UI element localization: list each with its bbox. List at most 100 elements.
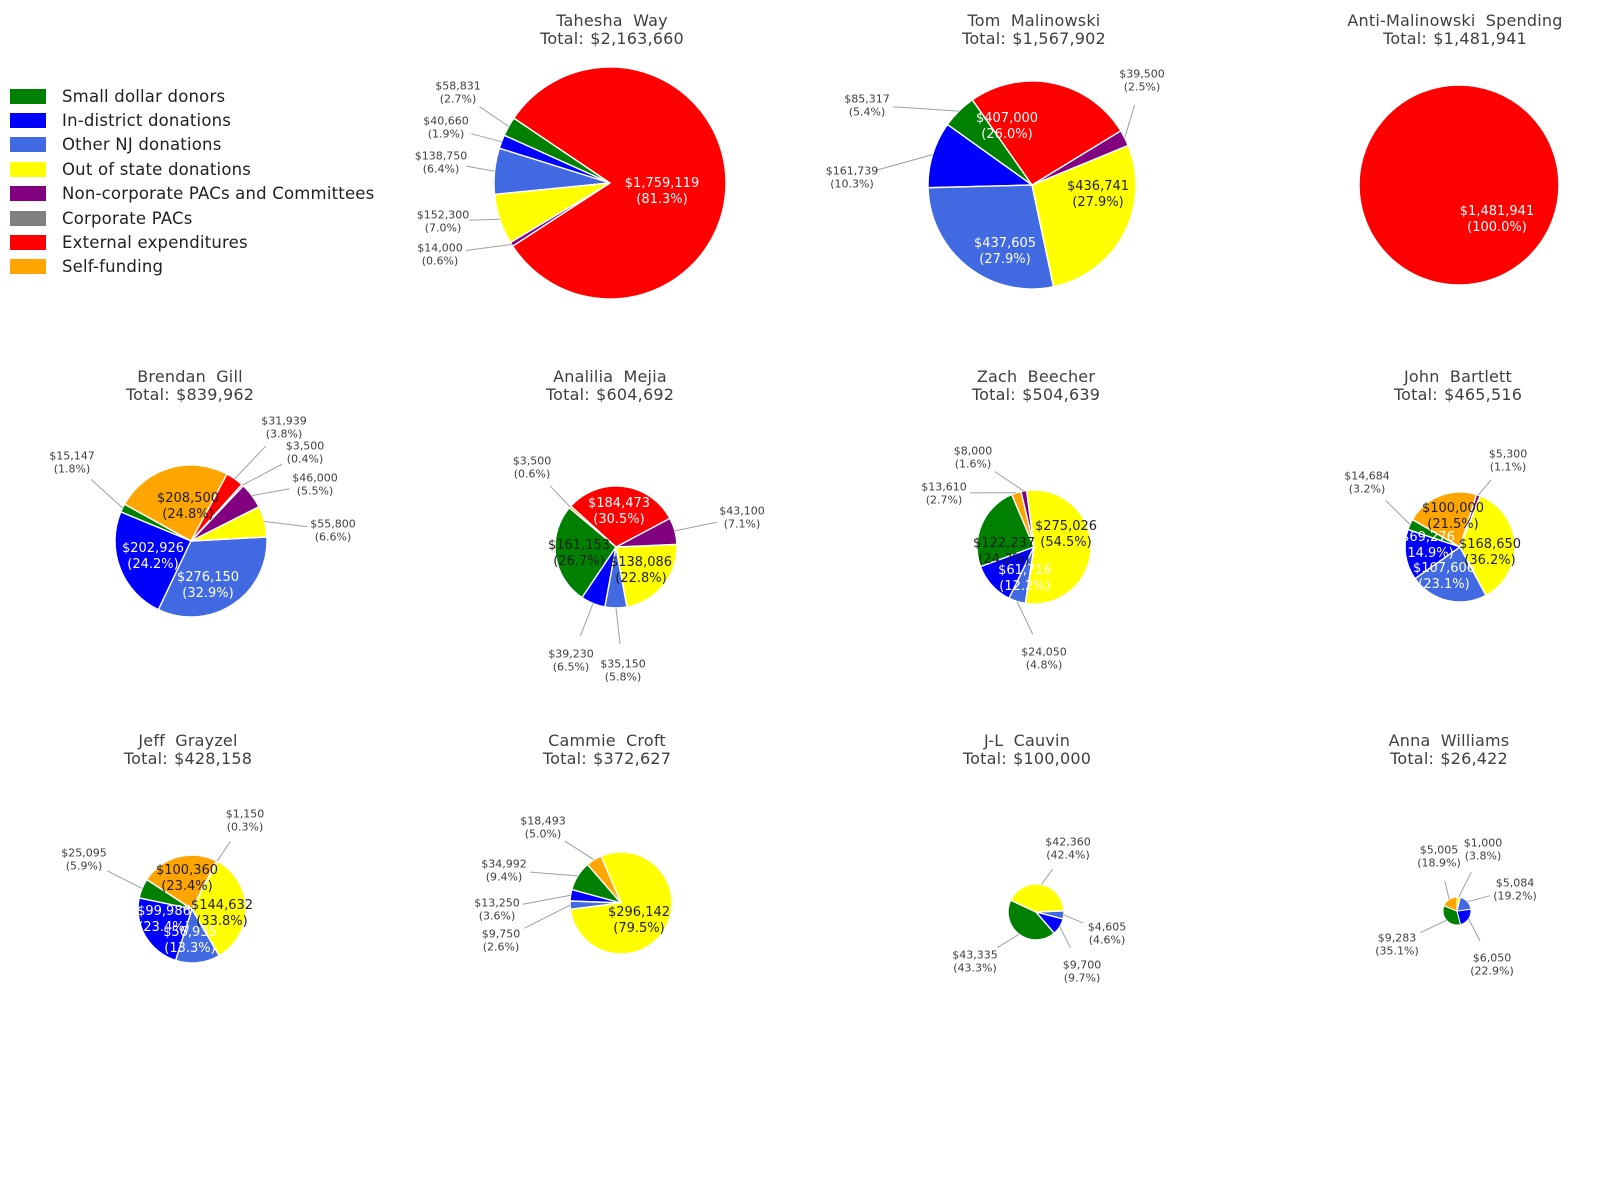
slice-label-other_nj: $4,605 (4.6%): [1088, 921, 1127, 947]
slice-label-self: $100,360 (23.4%): [156, 863, 218, 894]
label-leader-line: [876, 154, 933, 171]
slice-label-out_of_state: $144,632 (33.8%): [191, 898, 253, 929]
legend-item-other-nj: Other NJ donations: [10, 133, 374, 157]
legend-label: Corporate PACs: [62, 208, 193, 228]
slice-label-self: $5,005 (18.9%): [1417, 844, 1461, 870]
candidate-total: Total: $428,158: [123, 749, 253, 768]
candidate-total: Total: $26,422: [1390, 749, 1508, 768]
pie-slice-external: [1358, 84, 1560, 286]
slice-label-self: $208,500 (24.8%): [157, 491, 219, 522]
label-leader-line: [470, 133, 502, 143]
pie-cammie-croft: $34,992 (9.4%) $13,250 (3.6%) $9,750 (2.6%) $2…: [474, 815, 673, 955]
label-leader-line: [1124, 104, 1136, 139]
slice-label-other_nj: $107,606 (23.1%): [1413, 561, 1475, 592]
slice-label-in_district: $13,250 (3.6%): [474, 897, 520, 923]
label-leader-line: [1063, 914, 1084, 924]
slice-label-non_corp: $46,000 (5.5%): [292, 472, 338, 498]
label-leader-line: [1467, 895, 1491, 903]
slice-label-self: $3,500 (0.6%): [513, 455, 552, 481]
slice-label-other_nj: $9,750 (2.6%): [482, 928, 521, 954]
candidate-name: Analilia Mejia: [553, 367, 667, 386]
legend-item-external-expenditures: External expenditures: [10, 230, 374, 254]
pie-zach-beecher: $122,237 (24.2%)$61,716 (12.2%) $24,050 (4.8…: [921, 445, 1097, 672]
slice-label-other_nj: $35,150 (5.8%): [600, 658, 646, 684]
label-leader-line: [579, 603, 594, 636]
chart-title-jl-cauvin: J-L Cauvin Total: $100,000: [867, 732, 1187, 768]
candidate-total: Total: $504,639: [971, 385, 1101, 404]
slice-label-other_nj: $5,084 (19.2%): [1493, 877, 1537, 903]
pie-slice-self: [568, 505, 617, 548]
slice-label-in_district: $61,716 (12.2%): [998, 563, 1052, 594]
candidate-total: Total: $604,692: [545, 385, 675, 404]
legend-swatch-out-of-state: [10, 161, 46, 177]
pie-slice-out_of_state: [1024, 489, 1092, 605]
slice-label-non_corp: $14,000 (0.6%): [417, 242, 463, 268]
label-leader-line: [529, 871, 578, 877]
label-leader-line: [479, 106, 509, 127]
legend-swatch-non-corporate-pacs: [10, 186, 46, 202]
legend-swatch-small-dollar: [10, 88, 46, 104]
legend-item-out-of-state: Out of state donations: [10, 157, 374, 181]
slice-label-other_nj: $24,050 (4.8%): [1021, 646, 1067, 672]
label-leader-line: [1420, 919, 1447, 934]
slice-label-external: $1,759,119 (81.3%): [625, 176, 699, 207]
pie-anna-williams: $9,283 (35.1%) $6,050 (22.9%) $5,084 (19.2%) $…: [1375, 837, 1537, 978]
label-leader-line: [1468, 918, 1481, 942]
slice-label-other_nj: $138,750 (6.4%): [415, 150, 468, 176]
slice-label-small_dollar: $43,335 (43.3%): [952, 949, 998, 975]
label-leader-line: [465, 243, 512, 251]
slice-label-in_district: $69,276 (14.9%): [1401, 530, 1455, 561]
pie-tom-malinowski: $85,317 (5.4%) $161,739 (10.3%) $437,605 (27.…: [826, 68, 1165, 290]
chart-title-anti-malinowski: Anti-Malinowski Spending Total: $1,481,9…: [1295, 12, 1600, 48]
pie-j-l-cauvin: $43,335 (43.3%) $9,700 (9.7%) $4,605 (4.6%) $4…: [952, 836, 1126, 985]
label-leader-line: [615, 607, 621, 645]
slice-label-small_dollar: $122,237 (24.2%): [973, 536, 1035, 567]
pie-jeff-grayzel: $25,095 (5.9%) $99,986 (23.4%)$56,935 (13.3%…: [61, 808, 264, 964]
pie-slice-other_nj: [157, 536, 268, 618]
label-leader-line: [1041, 868, 1054, 885]
legend-label: Self-funding: [62, 257, 164, 277]
slice-label-other_nj: $276,150 (32.9%): [177, 570, 239, 601]
candidate-name: Jeff Grayzel: [138, 731, 238, 750]
slice-label-in_district: $9,700 (9.7%): [1063, 959, 1102, 985]
label-leader-line: [1477, 479, 1492, 496]
pie-slice-out_of_state: [1009, 883, 1065, 913]
chart-title-tom-malinowski: Tom Malinowski Total: $1,567,902: [874, 12, 1194, 48]
legend-swatch-self-funding: [10, 259, 46, 275]
chart-title-brendan-gill: Brendan Gill Total: $839,962: [30, 368, 350, 404]
candidate-name: Anti-Malinowski Spending: [1347, 11, 1563, 30]
legend-label: Small dollar donors: [62, 86, 226, 106]
candidate-name: Brendan Gill: [137, 367, 243, 386]
candidate-name: John Bartlett: [1404, 367, 1512, 386]
slice-label-external: $1,481,941 (100.0%): [1460, 204, 1534, 235]
label-leader-line: [468, 218, 500, 221]
label-leader-line: [997, 933, 1020, 949]
pie-analilia-mejia: $161,153 (26.7%) $39,230 (6.5%) $35,150 (5.8%…: [513, 455, 765, 684]
slice-label-non_corp: $5,300 (1.1%): [1489, 448, 1528, 474]
chart-title-john-bartlett: John Bartlett Total: $465,516: [1298, 368, 1600, 404]
label-leader-line: [216, 841, 231, 862]
legend-item-self-funding: Self-funding: [10, 255, 374, 279]
pie-slice-other_nj: [927, 184, 1055, 290]
slice-label-external: $184,473 (30.5%): [588, 496, 650, 527]
pie-slice-out_of_state: [1031, 144, 1137, 288]
pie-tahesha-way: $58,831 (2.7%) $40,660 (1.9%) $138,750 (6.4%)…: [415, 66, 727, 300]
pie-slice-small_dollar: [976, 493, 1035, 568]
slice-label-in_district: $6,050 (22.9%): [1470, 952, 1514, 978]
slice-label-small_dollar: $58,831 (2.7%): [435, 80, 481, 106]
label-leader-line: [994, 471, 1024, 492]
label-leader-line: [466, 165, 495, 172]
slice-label-out_of_state: $168,650 (36.2%): [1459, 537, 1521, 568]
label-leader-line: [106, 870, 143, 889]
slice-label-external: $31,939 (3.8%): [261, 415, 307, 441]
label-leader-line: [90, 479, 123, 509]
label-leader-line: [234, 445, 267, 480]
legend-item-non-corporate-pacs: Non-corporate PACs and Committees: [10, 182, 374, 206]
slice-label-self: $13,610 (2.7%): [921, 481, 967, 507]
slice-label-in_district: $39,230 (6.5%): [548, 648, 594, 674]
slice-label-in_district: $202,926 (24.2%): [122, 541, 184, 572]
slice-label-out_of_state: $436,741 (27.9%): [1067, 179, 1129, 210]
slice-label-non_corp: $43,100 (7.1%): [719, 505, 765, 531]
legend-swatch-external-expenditures: [10, 235, 46, 251]
legend-label: External expenditures: [62, 233, 248, 253]
